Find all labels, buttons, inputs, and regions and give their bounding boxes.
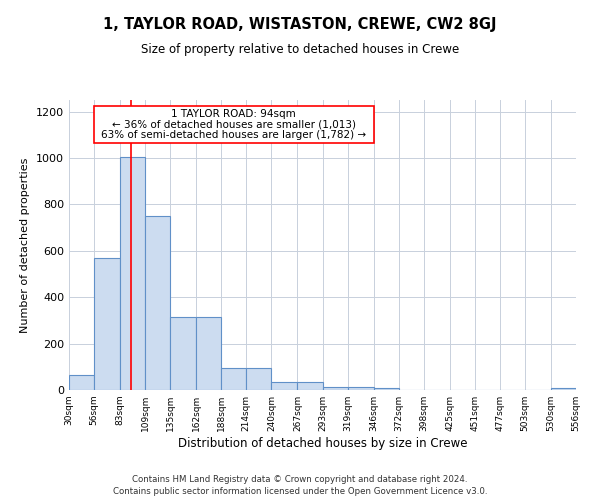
X-axis label: Distribution of detached houses by size in Crewe: Distribution of detached houses by size …: [178, 437, 467, 450]
Text: Contains public sector information licensed under the Open Government Licence v3: Contains public sector information licen…: [113, 486, 487, 496]
Y-axis label: Number of detached properties: Number of detached properties: [20, 158, 31, 332]
FancyBboxPatch shape: [94, 106, 374, 143]
Bar: [247, 368, 271, 390]
Bar: [170, 317, 196, 390]
Bar: [551, 388, 576, 390]
Bar: [347, 386, 374, 390]
Text: 1, TAYLOR ROAD, WISTASTON, CREWE, CW2 8GJ: 1, TAYLOR ROAD, WISTASTON, CREWE, CW2 8G…: [103, 18, 497, 32]
Bar: [221, 368, 247, 390]
Text: Contains HM Land Registry data © Crown copyright and database right 2024.: Contains HM Land Registry data © Crown c…: [132, 474, 468, 484]
Text: 1 TAYLOR ROAD: 94sqm: 1 TAYLOR ROAD: 94sqm: [172, 109, 296, 119]
Bar: [271, 382, 298, 390]
Bar: [196, 317, 221, 390]
Bar: [145, 216, 170, 390]
Bar: [120, 157, 145, 390]
Text: Size of property relative to detached houses in Crewe: Size of property relative to detached ho…: [141, 42, 459, 56]
Text: 63% of semi-detached houses are larger (1,782) →: 63% of semi-detached houses are larger (…: [101, 130, 367, 140]
Bar: [298, 382, 323, 390]
Bar: [94, 258, 120, 390]
Bar: [69, 375, 94, 390]
Bar: [323, 386, 347, 390]
Bar: [374, 388, 398, 390]
Text: ← 36% of detached houses are smaller (1,013): ← 36% of detached houses are smaller (1,…: [112, 120, 356, 130]
